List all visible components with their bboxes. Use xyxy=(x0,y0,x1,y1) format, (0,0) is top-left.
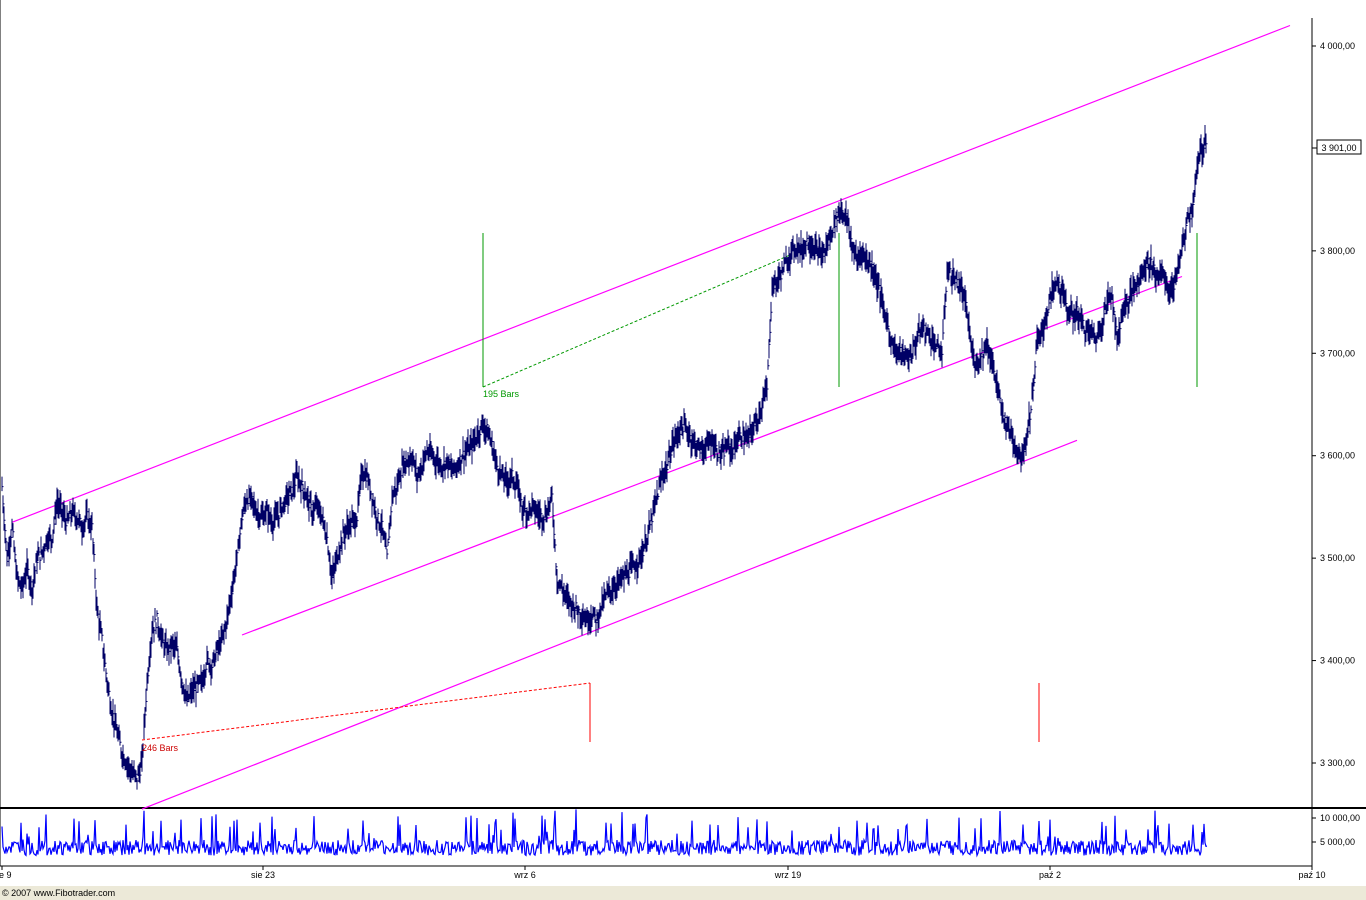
price-label-2: 3 700,00 xyxy=(1320,348,1355,358)
price-label-3: 3 600,00 xyxy=(1320,451,1355,461)
footer-bar: © 2007 www.Fibotrader.com xyxy=(0,886,1366,900)
time-label-0: sie 9 xyxy=(0,870,12,880)
annotation-246-bars: 246 Bars xyxy=(142,743,179,753)
time-label-2: wrz 6 xyxy=(513,870,536,880)
time-label-1: sie 23 xyxy=(251,870,275,880)
time-label-3: wrz 19 xyxy=(774,870,802,880)
channel-lines xyxy=(11,24,1291,810)
ohlc-bars-path xyxy=(1,125,1208,790)
annotation-195-bars: 195 Bars xyxy=(483,389,520,399)
time-label-5: paź 10 xyxy=(1298,870,1325,880)
time-label-4: paź 2 xyxy=(1039,870,1061,880)
volume-series xyxy=(1,809,1208,858)
green-dotted-connector xyxy=(482,254,791,388)
red-dotted-connector xyxy=(141,682,591,741)
last-price-label: 3 901,00 xyxy=(1321,143,1356,153)
price-label-5: 3 400,00 xyxy=(1320,656,1355,666)
time-axis-ticks: sie 9 sie 23 wrz 6 wrz 19 paź 2 paź 10 xyxy=(0,866,1326,880)
volume-label-1: 5 000,00 xyxy=(1320,837,1355,847)
price-axis-ticks: 4 000,00 3 800,00 3 700,00 3 600,00 3 500,00… xyxy=(1312,41,1355,768)
price-label-6: 3 300,00 xyxy=(1320,758,1355,768)
volume-line xyxy=(1,809,1208,858)
price-label-0: 4 000,00 xyxy=(1320,41,1355,51)
price-label-4: 3 500,00 xyxy=(1320,553,1355,563)
annotation-lines xyxy=(141,233,1198,742)
channel-line-3 xyxy=(141,439,1078,810)
channel-line-2 xyxy=(241,275,1183,636)
channel-line-1 xyxy=(11,24,1291,523)
price-label-1: 3 800,00 xyxy=(1320,246,1355,256)
volume-label-0: 10 000,00 xyxy=(1320,813,1360,823)
copyright-text: © 2007 www.Fibotrader.com xyxy=(2,888,116,898)
price-bars xyxy=(1,125,1208,790)
last-price-marker: 3 901,00 xyxy=(1316,139,1362,155)
volume-axis-ticks: 10 000,00 5 000,00 xyxy=(1312,813,1360,847)
